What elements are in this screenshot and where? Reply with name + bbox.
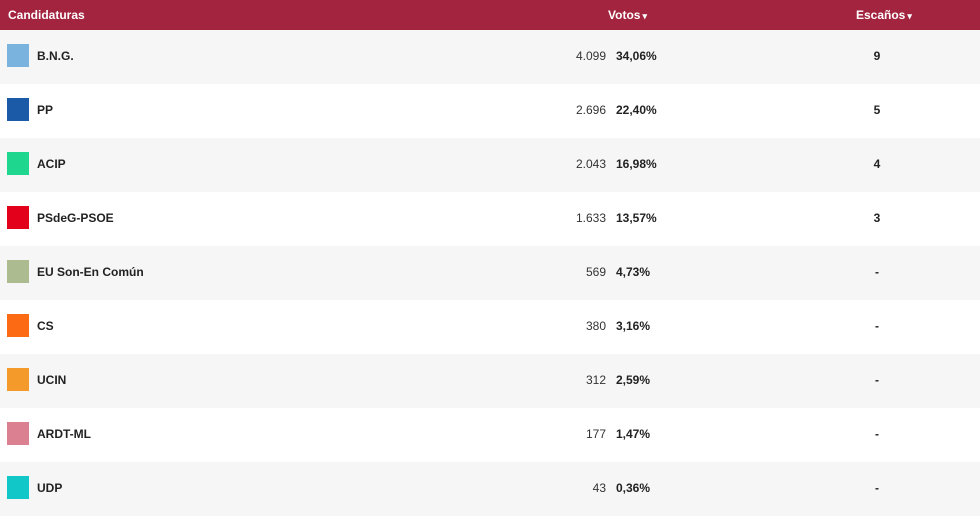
vote-percentage: 4,73% xyxy=(616,265,651,279)
vote-count: 380 xyxy=(585,319,606,333)
party-color-swatch xyxy=(7,368,29,391)
vote-count: 569 xyxy=(585,265,606,279)
table-row: PSdeG-PSOE 1.633 13,57% 3 xyxy=(0,192,980,246)
party-name: PSdeG-PSOE xyxy=(37,211,114,225)
header-votos-label: Votos xyxy=(608,8,641,22)
table-body: B.N.G. 4.099 34,06% 9 PP 2.696 22,40% 5 ACIP 2.04… xyxy=(0,30,980,516)
vote-count: 177 xyxy=(585,427,606,441)
table-row: EU Son-En Común 569 4,73% - xyxy=(0,246,980,300)
vote-count: 2.043 xyxy=(575,157,606,171)
vote-percentage: 13,57% xyxy=(616,211,657,225)
sort-down-icon: ▾ xyxy=(642,11,647,21)
vote-percentage: 0,36% xyxy=(616,481,651,495)
party-color-swatch xyxy=(7,422,29,445)
party-color-swatch xyxy=(7,44,29,67)
party-name: UCIN xyxy=(37,373,67,387)
party-name: B.N.G. xyxy=(37,49,74,63)
vote-percentage: 1,47% xyxy=(616,427,651,441)
vote-count: 2.696 xyxy=(575,103,606,117)
party-color-swatch xyxy=(7,314,29,337)
table-row: ARDT-ML 177 1,47% - xyxy=(0,408,980,462)
seat-count: 4 xyxy=(873,157,881,171)
sort-by-escanos-button[interactable]: Escaños ▾ xyxy=(856,8,912,22)
seat-count: 3 xyxy=(873,211,881,225)
party-color-swatch xyxy=(7,98,29,121)
party-name: PP xyxy=(37,103,54,117)
party-name: EU Son-En Común xyxy=(37,265,144,279)
table-row: B.N.G. 4.099 34,06% 9 xyxy=(0,30,980,84)
table-row: CS 380 3,16% - xyxy=(0,300,980,354)
seat-count: - xyxy=(875,265,879,279)
party-name: UDP xyxy=(37,481,63,495)
table-row: ACIP 2.043 16,98% 4 xyxy=(0,138,980,192)
vote-percentage: 16,98% xyxy=(616,157,657,171)
sort-down-icon: ▾ xyxy=(907,11,912,21)
party-color-swatch xyxy=(7,476,29,499)
seat-count: - xyxy=(875,427,879,441)
vote-percentage: 3,16% xyxy=(616,319,651,333)
table-header: Candidaturas Votos ▾ Escaños ▾ xyxy=(0,0,980,30)
vote-count: 4.099 xyxy=(575,49,606,63)
header-escanos-label: Escaños xyxy=(856,8,906,22)
party-color-swatch xyxy=(7,152,29,175)
seat-count: 5 xyxy=(873,103,881,117)
seat-count: - xyxy=(875,373,879,387)
party-name: ACIP xyxy=(37,157,66,171)
sort-by-votos-button[interactable]: Votos ▾ xyxy=(608,8,647,22)
header-candidaturas: Candidaturas xyxy=(8,8,85,22)
party-name: ARDT-ML xyxy=(37,427,91,441)
vote-count: 1.633 xyxy=(575,211,606,225)
table-row: UCIN 312 2,59% - xyxy=(0,354,980,408)
seat-count: - xyxy=(875,319,879,333)
seat-count: 9 xyxy=(873,49,881,63)
party-name: CS xyxy=(37,319,54,333)
party-color-swatch xyxy=(7,260,29,283)
party-color-swatch xyxy=(7,206,29,229)
vote-percentage: 2,59% xyxy=(616,373,651,387)
table-row: UDP 43 0,36% - xyxy=(0,462,980,516)
vote-count: 312 xyxy=(585,373,606,387)
seat-count: - xyxy=(875,481,879,495)
table-row: PP 2.696 22,40% 5 xyxy=(0,84,980,138)
vote-percentage: 22,40% xyxy=(616,103,657,117)
vote-count: 43 xyxy=(592,481,606,495)
vote-percentage: 34,06% xyxy=(616,49,657,63)
